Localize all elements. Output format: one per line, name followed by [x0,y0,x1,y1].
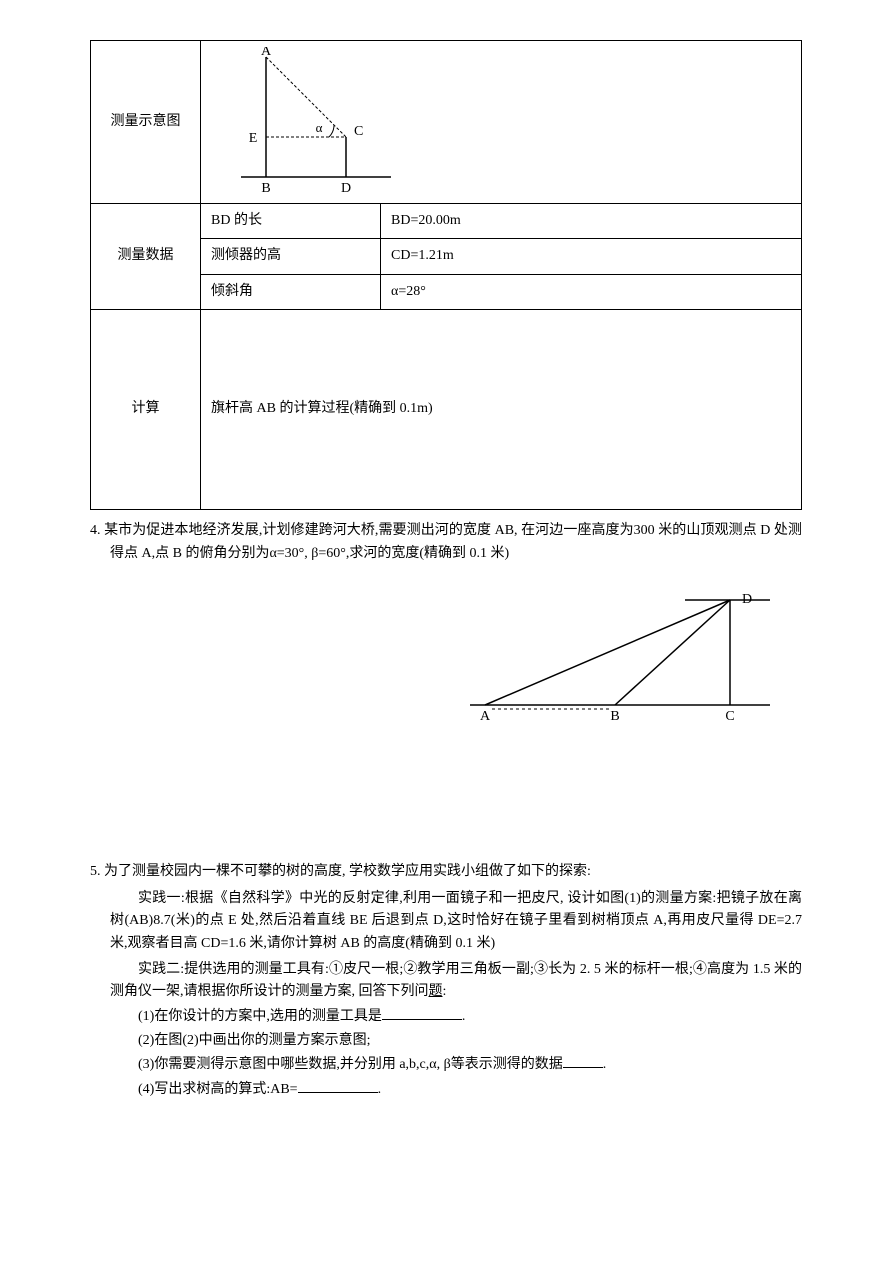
underline-word: 题 [429,984,443,999]
measure1-label: BD 的长 [201,204,381,239]
label2-B: B [610,709,619,724]
measure3-label: 倾斜角 [201,274,381,309]
problem-4: 4. 某市为促进本地经济发展,计划修建跨河大桥,需要测出河的宽度 AB, 在河边… [90,520,802,565]
problem5-q3: (3)你需要测得示意图中哪些数据,并分别用 a,b,c,α, β等表示测得的数据 [138,1057,563,1072]
blank-1 [382,1006,462,1020]
problem5-q4-wrap: (4)写出求树高的算式:AB=. [90,1079,802,1101]
problem5-q2: (2)在图(2)中画出你的测量方案示意图; [90,1030,802,1052]
measure3-value: α=28° [381,274,802,309]
label-B: B [261,181,270,196]
q4-end: . [378,1082,382,1097]
label-C: C [354,124,363,139]
problem-5: 5. 为了测量校园内一棵不可攀的树的高度, 学校数学应用实践小组做了如下的探索: [90,861,802,883]
label-A: A [261,47,272,59]
measure2-label: 测倾器的高 [201,239,381,274]
problem4-num: 4. [90,523,101,538]
calc-prompt: 旗杆高 AB 的计算过程(精确到 0.1m) [211,401,433,416]
problem5-p2: 实践二:提供选用的测量工具有:①皮尺一根;②教学用三角板一副;③长为 2. 5 … [110,962,802,999]
problem5-q1-wrap: (1)在你设计的方案中,选用的测量工具是. [90,1006,802,1028]
problem5-q3-wrap: (3)你需要测得示意图中哪些数据,并分别用 a,b,c,α, β等表示测得的数据… [90,1054,802,1076]
river-diagram: A B C D [470,585,770,725]
q1-end: . [462,1009,466,1024]
measurement-table: 测量示意图 A E B C D α 测量数据 BD 的长 BD=20.00m 测… [90,40,802,510]
problem5-p1: 实践一:根据《自然科学》中光的反射定律,利用一面镜子和一把皮尺, 设计如图(1)… [90,888,802,955]
problem5-q4: (4)写出求树高的算式:AB= [138,1082,298,1097]
label-E: E [249,131,258,146]
measure2-value: CD=1.21m [381,239,802,274]
calc-row-label: 计算 [91,310,201,510]
diagram-cell: A E B C D α [201,41,802,204]
blank-2 [563,1054,603,1068]
flagpole-diagram: A E B C D α [211,47,411,197]
label-alpha: α [316,120,323,135]
measure1-value: BD=20.00m [381,204,802,239]
problem4-text: 某市为促进本地经济发展,计划修建跨河大桥,需要测出河的宽度 AB, 在河边一座高… [104,523,802,560]
label2-A: A [480,709,491,724]
problem5-intro: 为了测量校园内一棵不可攀的树的高度, 学校数学应用实践小组做了如下的探索: [104,864,591,879]
label2-C: C [725,709,734,724]
problem5-p2-end: : [443,984,447,999]
calc-cell: 旗杆高 AB 的计算过程(精确到 0.1m) [201,310,802,510]
problem5-q1: (1)在你设计的方案中,选用的测量工具是 [138,1009,382,1024]
q3-end: . [603,1057,607,1072]
data-row-label: 测量数据 [91,204,201,310]
blank-3 [298,1079,378,1093]
problem5-p2-wrap: 实践二:提供选用的测量工具有:①皮尺一根;②教学用三角板一副;③长为 2. 5 … [90,959,802,1004]
label-D: D [341,181,351,196]
problem5-num: 5. [90,864,101,879]
label2-D: D [742,592,752,607]
diagram-row-label: 测量示意图 [91,41,201,204]
triangle-diagram-container: A B C D [470,585,770,733]
